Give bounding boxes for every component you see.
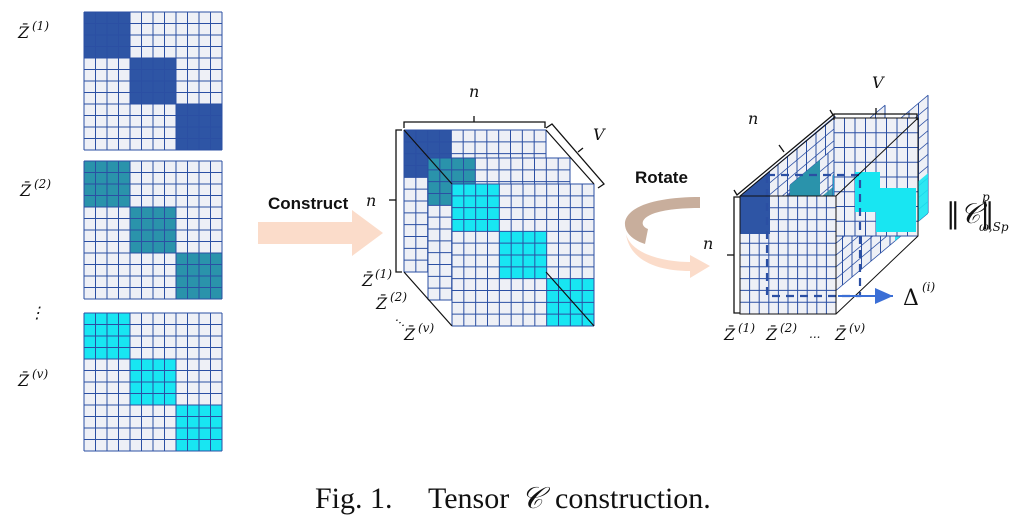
stack-label-zv-base: Z̄	[403, 323, 416, 344]
delta-sup: (i)	[922, 280, 936, 294]
right-label-z2-base: Z̄	[765, 323, 778, 344]
right-label-zv-base: Z̄	[834, 323, 847, 344]
right-n-left: n	[703, 234, 713, 253]
rotated-box-edges	[739, 117, 919, 315]
stack-label-z1: Z̄ (1)	[361, 267, 392, 290]
right-n-top: n	[748, 109, 758, 128]
tensor-norm-sup: p	[982, 190, 990, 204]
label-z1-sup: (1)	[32, 19, 49, 33]
label-zv-base: Z̄	[17, 369, 30, 390]
front-face-block	[740, 196, 770, 234]
label-zv-sup: (v)	[32, 367, 48, 381]
middle-n-top: n	[469, 82, 479, 101]
right-label-z1-sup: (1)	[738, 321, 755, 335]
tensor-stack	[403, 129, 595, 327]
middle-n-left: n	[366, 191, 376, 210]
matrix-grid	[83, 312, 223, 452]
stack-slice	[451, 183, 595, 327]
right-label-z2-sup: (2)	[780, 321, 797, 335]
stack-label-z1-sup: (1)	[375, 267, 392, 281]
back-face-block	[876, 188, 916, 232]
right-brace-v	[833, 108, 918, 120]
matrix-grid	[83, 11, 223, 151]
caption-text-after: construction.	[555, 482, 711, 515]
construct-label: Construct	[268, 194, 349, 213]
back-face-block	[855, 172, 880, 212]
vertical-ellipsis: ⋮	[29, 303, 45, 322]
matrix-z2	[83, 160, 223, 300]
label-zv: Z̄ (v)	[17, 367, 48, 390]
right-label-z1-base: Z̄	[723, 323, 736, 344]
right-label-z1: Z̄ (1)	[723, 321, 755, 344]
stack-label-z1-base: Z̄	[361, 269, 374, 290]
label-z2-sup: (2)	[34, 177, 51, 191]
brace-side-v	[545, 123, 605, 189]
rotated-tensor	[739, 94, 929, 315]
label-z1-base: Z̄	[17, 21, 30, 42]
matrix-grid	[83, 160, 223, 300]
stack-label-z2-sup: (2)	[390, 290, 407, 304]
brace-top-n	[403, 116, 546, 128]
right-label-zv-sup: (v)	[849, 321, 865, 335]
rotate-arrow	[624, 197, 710, 278]
caption-prefix: Fig. 1.	[315, 482, 393, 515]
delta-symbol: Δ	[903, 286, 919, 311]
rotated-back-face	[833, 117, 919, 237]
brace-left-n	[389, 129, 402, 273]
right-brace-n-top	[733, 109, 834, 196]
rotated-front-face	[739, 195, 837, 315]
stack-label-z2-base: Z̄	[375, 292, 388, 313]
matrix-grid	[451, 183, 595, 327]
delta-label: Δ (i)	[903, 280, 936, 311]
tensor-norm-sub: ω,Sp	[979, 220, 1009, 234]
matrix-z1	[83, 11, 223, 151]
construct-arrow	[258, 210, 383, 256]
label-z2: Z̄ (2)	[19, 177, 51, 200]
stack-depth-edges	[403, 129, 595, 327]
right-label-zv: Z̄ (v)	[834, 321, 865, 344]
rotate-label: Rotate	[635, 168, 688, 187]
label-z1: Z̄ (1)	[17, 19, 49, 42]
right-label-z2: Z̄ (2)	[765, 321, 797, 344]
stack-label-z2: Z̄ (2)	[375, 290, 407, 313]
caption-symbol: 𝒞	[521, 482, 551, 515]
right-brace-n-left	[727, 196, 740, 314]
right-v: V	[872, 73, 885, 92]
stack-label-zv: Z̄ (v)	[403, 321, 434, 344]
tensor-norm: ‖𝒞‖	[946, 197, 994, 230]
caption-text-before: Tensor	[428, 482, 509, 515]
right-horizontal-ellipsis: ...	[809, 327, 820, 341]
middle-v: V	[593, 125, 606, 144]
matrix-zv	[83, 312, 223, 452]
figure-caption: Fig. 1. Tensor 𝒞 construction.	[315, 482, 711, 515]
label-z2-base: Z̄	[19, 179, 32, 200]
stack-label-zv-sup: (v)	[418, 321, 434, 335]
